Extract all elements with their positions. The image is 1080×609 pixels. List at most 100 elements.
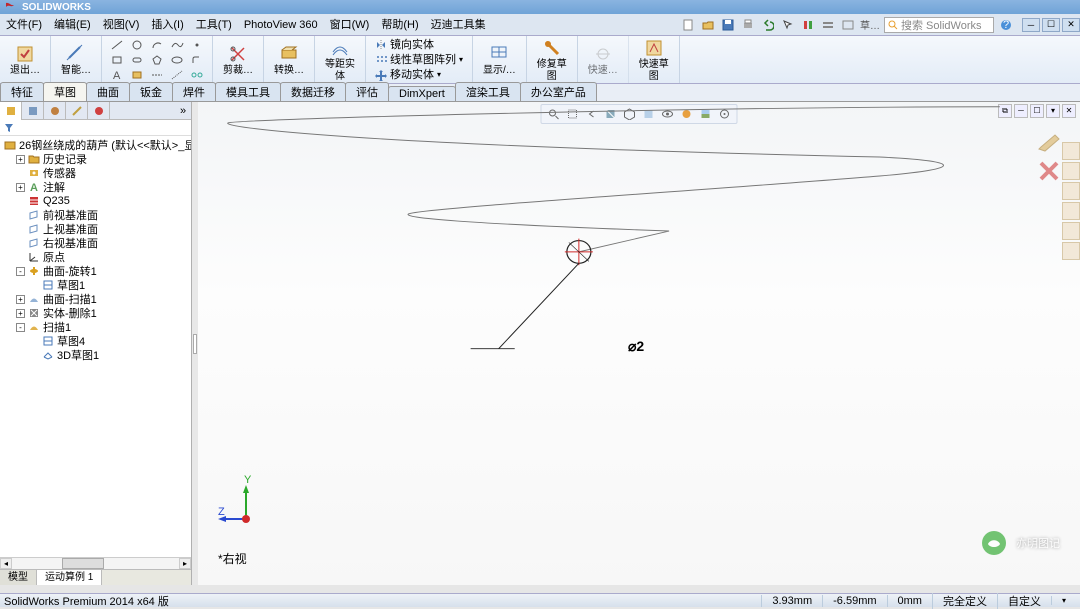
smart-dimension-button[interactable]: 智能… xyxy=(57,43,95,77)
offset-button[interactable]: 等距实 体 xyxy=(321,37,359,83)
command-tab[interactable]: 钣金 xyxy=(129,82,173,101)
exit-sketch-button[interactable]: 退出… xyxy=(6,43,44,77)
feature-tree[interactable]: 26钢丝绕成的葫芦 (默认<<默认>_显示 +历史记录传感器+A注解Q235前视… xyxy=(0,136,191,557)
expand-toggle[interactable]: - xyxy=(16,323,25,332)
select-button[interactable] xyxy=(780,17,796,33)
menu-item[interactable]: 工具(T) xyxy=(190,14,238,36)
filter-icon xyxy=(4,123,14,133)
command-tab[interactable]: 评估 xyxy=(345,82,389,101)
tree-node[interactable]: -曲面-旋转1 xyxy=(0,264,191,278)
move-button[interactable]: 移动实体▾ xyxy=(372,68,466,82)
command-tab[interactable]: 数据迁移 xyxy=(280,82,346,101)
panel-collapse-button[interactable]: » xyxy=(175,102,191,119)
config-manager-tab[interactable] xyxy=(44,102,66,120)
tree-node[interactable]: -扫描1 xyxy=(0,320,191,334)
command-tab[interactable]: 模具工具 xyxy=(215,82,281,101)
polygon-tool[interactable] xyxy=(148,53,166,67)
expand-toggle[interactable]: - xyxy=(16,267,25,276)
tree-scrollbar[interactable]: ◂ ▸ xyxy=(0,557,191,569)
centerline-tool[interactable] xyxy=(148,68,166,82)
tree-node[interactable]: 右视基准面 xyxy=(0,236,191,250)
tree-node[interactable]: +A注解 xyxy=(0,180,191,194)
command-tab[interactable]: DimXpert xyxy=(388,86,456,101)
expand-toggle[interactable]: + xyxy=(16,183,25,192)
construction-tool[interactable] xyxy=(168,68,186,82)
menu-item[interactable]: 插入(I) xyxy=(145,14,189,36)
motion-study-tab[interactable]: 运动算例 1 xyxy=(37,570,102,585)
feature-manager-tab[interactable] xyxy=(0,102,22,120)
tree-node[interactable]: 草图1 xyxy=(0,278,191,292)
menu-item[interactable]: 视图(V) xyxy=(97,14,146,36)
tree-node[interactable]: +实体-删除1 xyxy=(0,306,191,320)
ellipse-tool[interactable] xyxy=(168,53,186,67)
menu-item[interactable]: PhotoView 360 xyxy=(238,14,324,36)
circle-tool[interactable] xyxy=(128,38,146,52)
command-tab[interactable]: 特征 xyxy=(0,82,44,101)
open-button[interactable] xyxy=(700,17,716,33)
spline-tool[interactable] xyxy=(168,38,186,52)
expand-toggle[interactable]: + xyxy=(16,309,25,318)
graphics-viewport[interactable]: ⧉ ─ ☐ ▾ ✕ ⌀2 xyxy=(198,102,1080,585)
menu-item[interactable]: 帮助(H) xyxy=(375,14,424,36)
display-manager-tab[interactable] xyxy=(88,102,110,120)
menu-item[interactable]: 窗口(W) xyxy=(324,14,376,36)
command-tab[interactable]: 渲染工具 xyxy=(455,82,521,101)
menu-item[interactable]: 文件(F) xyxy=(0,14,48,36)
rect-tool[interactable] xyxy=(108,53,126,67)
maximize-button[interactable]: ☐ xyxy=(1042,18,1060,32)
command-tab[interactable]: 草图 xyxy=(43,82,87,101)
undo-button[interactable] xyxy=(760,17,776,33)
dimension-label[interactable]: ⌀2 xyxy=(628,338,644,355)
tree-node[interactable]: 草图4 xyxy=(0,334,191,348)
plane-tool[interactable] xyxy=(128,68,146,82)
minimize-button[interactable]: ─ xyxy=(1022,18,1040,32)
save-button[interactable] xyxy=(720,17,736,33)
convert-button[interactable]: 转换… xyxy=(270,43,308,77)
screen-capture-button[interactable] xyxy=(840,17,856,33)
expand-toggle[interactable]: + xyxy=(16,295,25,304)
command-tab[interactable]: 办公室产品 xyxy=(520,82,597,101)
scroll-left-button[interactable]: ◂ xyxy=(0,558,12,569)
quick-sketch-button[interactable]: 快速草 图 xyxy=(635,37,673,83)
display-button[interactable]: 显示/… xyxy=(479,43,520,77)
tree-filter[interactable] xyxy=(0,120,191,136)
mirror-button[interactable]: 镜向实体 xyxy=(372,38,466,52)
command-tab[interactable]: 焊件 xyxy=(172,82,216,101)
tree-node[interactable]: 上视基准面 xyxy=(0,222,191,236)
scroll-thumb[interactable] xyxy=(62,558,104,569)
tree-node[interactable]: 3D草图1 xyxy=(0,348,191,362)
repair-sketch-button[interactable]: 修复草 图 xyxy=(533,37,571,83)
search-input[interactable]: 搜索 SolidWorks xyxy=(884,17,994,33)
point-tool[interactable] xyxy=(188,38,206,52)
tree-node[interactable]: Q235 xyxy=(0,194,191,208)
scroll-right-button[interactable]: ▸ xyxy=(179,558,191,569)
tree-root[interactable]: 26钢丝绕成的葫芦 (默认<<默认>_显示 xyxy=(0,138,191,152)
model-tab[interactable]: 模型 xyxy=(0,570,37,585)
dimxpert-tab[interactable] xyxy=(66,102,88,120)
trim-button[interactable]: 剪裁… xyxy=(219,43,257,77)
tree-node[interactable]: +曲面-扫描1 xyxy=(0,292,191,306)
sketch-picture-tool[interactable] xyxy=(188,68,206,82)
line-tool[interactable] xyxy=(108,38,126,52)
command-tab[interactable]: 曲面 xyxy=(86,82,130,101)
orientation-triad[interactable]: Y Z xyxy=(218,475,278,535)
tree-node[interactable]: 前视基准面 xyxy=(0,208,191,222)
fillet-tool[interactable] xyxy=(188,53,206,67)
new-doc-button[interactable] xyxy=(680,17,696,33)
close-button[interactable]: ✕ xyxy=(1062,18,1080,32)
help-button[interactable]: ? xyxy=(998,17,1014,33)
menu-item[interactable]: 迈迪工具集 xyxy=(425,14,492,36)
arc-tool[interactable] xyxy=(148,38,166,52)
tree-node[interactable]: +历史记录 xyxy=(0,152,191,166)
slot-tool[interactable] xyxy=(128,53,146,67)
pattern-button[interactable]: 线性草图阵列▾ xyxy=(372,53,466,67)
tree-node[interactable]: 传感器 xyxy=(0,166,191,180)
tree-node[interactable]: 原点 xyxy=(0,250,191,264)
options-button[interactable] xyxy=(820,17,836,33)
print-button[interactable] xyxy=(740,17,756,33)
property-manager-tab[interactable] xyxy=(22,102,44,120)
menu-item[interactable]: 编辑(E) xyxy=(48,14,97,36)
rebuild-button[interactable] xyxy=(800,17,816,33)
text-tool[interactable]: A xyxy=(108,68,126,82)
expand-toggle[interactable]: + xyxy=(16,155,25,164)
